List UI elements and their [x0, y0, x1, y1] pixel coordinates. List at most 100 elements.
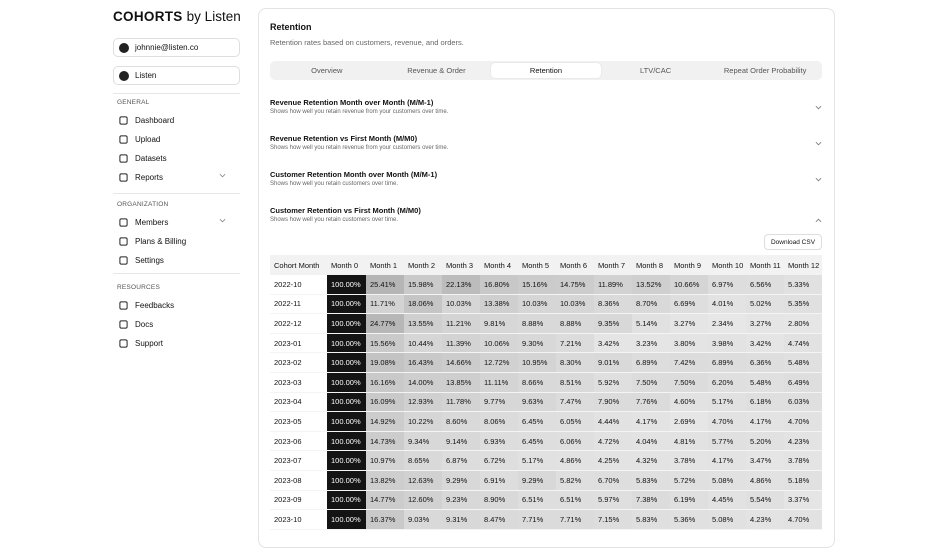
retention-cell: 7.50%: [632, 372, 670, 393]
section-description: Shows how well you retain customers over…: [270, 217, 399, 223]
retention-cell: 8.66%: [518, 372, 556, 393]
retention-cell: 3.27%: [746, 313, 784, 334]
table-row: 2023-04 100.00% 16.09% 12.93% 11.78% 9.77% 9.6…: [270, 392, 822, 413]
account-email: johnnie@listen.co: [135, 43, 199, 52]
accordion-section[interactable]: Revenue Retention Month over Month (M/M-…: [270, 98, 822, 115]
retention-cell: 2.69%: [670, 411, 708, 432]
retention-cell: 9.31%: [442, 509, 480, 530]
retention-cell: 4.32%: [632, 450, 670, 471]
nav-icon: [119, 236, 128, 246]
retention-cell: 13.82%: [366, 470, 404, 491]
retention-cell: 11.21%: [442, 313, 480, 334]
retention-cell: 5.17%: [708, 392, 746, 413]
retention-cell: 14.00%: [404, 372, 442, 393]
retention-cell: 9.81%: [480, 313, 518, 334]
retention-cell: 3.78%: [784, 450, 822, 471]
retention-cell: 2.80%: [784, 313, 822, 334]
retention-cell: 100.00%: [327, 509, 366, 530]
retention-cell: 10.03%: [556, 294, 594, 315]
nav-item[interactable]: Plans & Billing: [119, 235, 237, 247]
nav-item[interactable]: Members: [119, 216, 237, 228]
retention-cell: 9.77%: [480, 392, 518, 413]
retention-cell: 4.17%: [632, 411, 670, 432]
retention-cell: 5.77%: [708, 431, 746, 452]
retention-cell: 12.63%: [404, 470, 442, 491]
table-row: 2022-12 100.00% 24.77% 13.55% 11.21% 9.81% 8.8…: [270, 313, 822, 334]
table-row: 2023-02 100.00% 19.08% 16.43% 14.66% 12.72% 10…: [270, 352, 822, 373]
retention-cell: 7.15%: [594, 509, 632, 530]
nav-item[interactable]: Upload: [119, 133, 237, 145]
retention-cell: 16.16%: [366, 372, 404, 393]
retention-cell: 5.48%: [746, 372, 784, 393]
retention-cell: 4.23%: [784, 431, 822, 452]
retention-cell: 100.00%: [327, 411, 366, 432]
accordion-section[interactable]: Revenue Retention vs First Month (M/M0) S…: [270, 134, 822, 151]
column-header: Month 2: [404, 255, 442, 275]
nav-label: Settings: [135, 255, 164, 265]
cohort-cell: 2023-04: [270, 392, 327, 413]
cohort-cell: 2022-12: [270, 313, 327, 334]
section-title: Customer Retention vs First Month (M/M0): [270, 206, 421, 215]
nav-item[interactable]: Support: [119, 337, 237, 349]
retention-cell: 11.78%: [442, 392, 480, 413]
table-row: 2023-10 100.00% 16.37% 9.03% 9.31% 8.47% 7.71%…: [270, 509, 822, 530]
retention-cell: 14.77%: [366, 490, 404, 511]
nav-item[interactable]: Dashboard: [119, 114, 237, 126]
tab[interactable]: Repeat Order Probability: [723, 66, 807, 75]
retention-cell: 10.44%: [404, 333, 442, 354]
retention-cell: 9.34%: [404, 431, 442, 452]
retention-cell: 9.29%: [518, 470, 556, 491]
retention-cell: 7.50%: [670, 372, 708, 393]
column-header: Month 3: [442, 255, 480, 275]
accordion-section[interactable]: Customer Retention vs First Month (M/M0)…: [270, 206, 822, 223]
retention-cell: 14.73%: [366, 431, 404, 452]
retention-cell: 5.20%: [746, 431, 784, 452]
retention-cell: 25.41%: [366, 275, 404, 295]
retention-cell: 6.93%: [480, 431, 518, 452]
accordion-section[interactable]: Customer Retention Month over Month (M/M…: [270, 170, 822, 187]
nav-item[interactable]: Datasets: [119, 152, 237, 164]
download-button[interactable]: Download CSV: [764, 234, 822, 250]
divider: [113, 193, 240, 194]
retention-cell: 9.63%: [518, 392, 556, 413]
retention-cell: 4.25%: [594, 450, 632, 471]
retention-cell: 11.71%: [366, 294, 404, 315]
retention-cell: 6.70%: [594, 470, 632, 491]
retention-cell: 6.87%: [442, 450, 480, 471]
tab[interactable]: Revenue & Order: [407, 66, 466, 75]
table-row: 2023-09 100.00% 14.77% 12.60% 9.23% 8.90% 6.51…: [270, 490, 822, 511]
retention-cell: 10.06%: [480, 333, 518, 354]
account-button[interactable]: johnnie@listen.co: [113, 38, 240, 57]
section-title: Customer Retention Month over Month (M/M…: [270, 170, 438, 179]
cohort-cell: 2023-05: [270, 411, 327, 432]
tab-bar: Overview Revenue & Order Retention LTV/CAC R…: [270, 61, 822, 80]
divider: [113, 93, 240, 94]
retention-cell: 6.45%: [518, 431, 556, 452]
retention-cell: 14.92%: [366, 411, 404, 432]
retention-cell: 6.51%: [556, 490, 594, 511]
retention-cell: 4.04%: [632, 431, 670, 452]
nav-item[interactable]: Settings: [119, 254, 237, 266]
retention-cell: 4.74%: [784, 333, 822, 354]
retention-cell: 100.00%: [327, 450, 366, 471]
retention-cell: 5.17%: [518, 450, 556, 471]
column-header: Month 9: [670, 255, 708, 275]
tab[interactable]: Overview: [311, 66, 343, 75]
workspace-button[interactable]: Listen: [113, 66, 240, 85]
retention-cell: 18.06%: [404, 294, 442, 315]
retention-cell: 7.90%: [594, 392, 632, 413]
nav-label: Datasets: [135, 153, 167, 163]
retention-cell: 5.92%: [594, 372, 632, 393]
retention-cell: 16.43%: [404, 352, 442, 373]
nav-item[interactable]: Reports: [119, 171, 237, 183]
retention-cell: 15.16%: [518, 275, 556, 295]
tab[interactable]: LTV/CAC: [640, 66, 672, 75]
nav-item[interactable]: Docs: [119, 318, 237, 330]
retention-cell: 9.03%: [404, 509, 442, 530]
chevron: [815, 218, 822, 223]
retention-cell: 5.82%: [556, 470, 594, 491]
retention-cell: 22.13%: [442, 275, 480, 295]
tab[interactable]: Retention: [491, 63, 601, 78]
retention-cell: 5.35%: [784, 294, 822, 315]
nav-item[interactable]: Feedbacks: [119, 299, 237, 311]
